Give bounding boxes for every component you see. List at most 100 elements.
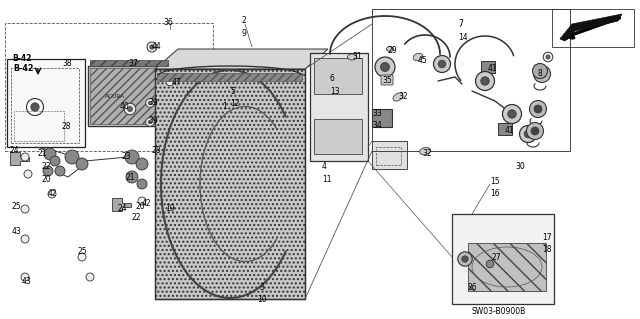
Circle shape xyxy=(527,122,543,139)
Circle shape xyxy=(486,260,494,268)
Text: 38: 38 xyxy=(62,60,72,69)
Circle shape xyxy=(146,99,154,107)
Bar xyxy=(7,59,85,147)
Text: 2: 2 xyxy=(242,17,247,26)
Bar xyxy=(88,66,182,126)
Text: 32: 32 xyxy=(398,93,408,101)
Circle shape xyxy=(44,148,56,160)
Circle shape xyxy=(125,150,139,164)
Circle shape xyxy=(532,63,547,78)
Bar xyxy=(314,119,362,154)
Text: 13: 13 xyxy=(330,86,340,95)
Text: 6: 6 xyxy=(330,75,335,84)
Text: 3: 3 xyxy=(260,283,264,292)
Polygon shape xyxy=(155,49,328,69)
Text: 24: 24 xyxy=(10,146,20,155)
Circle shape xyxy=(458,252,472,266)
Ellipse shape xyxy=(387,47,394,51)
Bar xyxy=(372,9,570,151)
Circle shape xyxy=(24,170,32,178)
Bar xyxy=(498,123,512,135)
Text: 39: 39 xyxy=(148,116,157,125)
Polygon shape xyxy=(155,69,305,299)
Text: 20: 20 xyxy=(42,174,52,183)
Bar xyxy=(90,68,180,124)
Circle shape xyxy=(21,235,29,243)
Text: 20: 20 xyxy=(135,203,145,211)
Text: 22: 22 xyxy=(132,212,141,221)
Circle shape xyxy=(86,273,94,281)
Text: 4: 4 xyxy=(322,162,327,172)
Circle shape xyxy=(438,60,446,68)
Text: SW03-B0900B: SW03-B0900B xyxy=(472,307,526,315)
Bar xyxy=(372,109,392,127)
Circle shape xyxy=(138,197,146,205)
Text: 10: 10 xyxy=(257,294,267,303)
Text: 17: 17 xyxy=(542,233,552,241)
Circle shape xyxy=(76,158,88,170)
Polygon shape xyxy=(10,152,29,165)
Circle shape xyxy=(508,110,516,118)
Circle shape xyxy=(381,63,390,71)
Polygon shape xyxy=(560,14,622,41)
Text: 41: 41 xyxy=(505,127,515,136)
Text: 21: 21 xyxy=(38,150,47,159)
Circle shape xyxy=(433,56,451,72)
Circle shape xyxy=(534,65,550,83)
Text: 41: 41 xyxy=(488,64,498,73)
Circle shape xyxy=(538,70,546,78)
Circle shape xyxy=(124,103,136,115)
Text: 16: 16 xyxy=(490,189,500,198)
Bar xyxy=(11,68,79,143)
Text: 24: 24 xyxy=(118,204,127,213)
Circle shape xyxy=(21,205,29,213)
Circle shape xyxy=(65,150,79,164)
Text: 35: 35 xyxy=(382,77,392,85)
Text: 1: 1 xyxy=(222,102,227,112)
Circle shape xyxy=(531,127,539,135)
Text: 36: 36 xyxy=(163,19,173,27)
Circle shape xyxy=(78,253,86,261)
Text: 27: 27 xyxy=(492,253,502,262)
Text: 43: 43 xyxy=(12,226,22,235)
Bar xyxy=(14,111,64,141)
Bar xyxy=(372,141,407,169)
Circle shape xyxy=(150,45,154,49)
Circle shape xyxy=(147,42,157,52)
Circle shape xyxy=(127,107,132,112)
Text: 28: 28 xyxy=(62,122,72,131)
Circle shape xyxy=(481,77,489,85)
Text: 21: 21 xyxy=(125,173,134,182)
Bar xyxy=(310,53,368,161)
Bar xyxy=(452,214,554,304)
Circle shape xyxy=(476,71,495,91)
Circle shape xyxy=(148,101,152,105)
Circle shape xyxy=(43,166,53,176)
Text: 14: 14 xyxy=(458,33,468,41)
Bar xyxy=(468,243,546,291)
Text: 37: 37 xyxy=(128,60,138,69)
Text: B-42: B-42 xyxy=(13,64,33,73)
Text: 12: 12 xyxy=(230,100,239,108)
Circle shape xyxy=(462,256,468,262)
Circle shape xyxy=(126,171,138,183)
Bar xyxy=(314,58,362,94)
Circle shape xyxy=(543,52,553,62)
Text: 32: 32 xyxy=(422,150,431,159)
Circle shape xyxy=(146,118,154,126)
Text: 33: 33 xyxy=(372,109,381,118)
Ellipse shape xyxy=(348,54,356,60)
Text: 25: 25 xyxy=(12,203,22,211)
Bar xyxy=(376,147,401,165)
FancyBboxPatch shape xyxy=(381,75,393,85)
Bar xyxy=(552,9,634,47)
Text: 25: 25 xyxy=(78,247,88,256)
Circle shape xyxy=(166,78,174,86)
Text: 5: 5 xyxy=(230,86,235,95)
Text: 8: 8 xyxy=(538,70,543,78)
Circle shape xyxy=(520,125,536,143)
Text: B-42: B-42 xyxy=(12,55,31,63)
Circle shape xyxy=(375,57,395,77)
Text: 23: 23 xyxy=(122,152,132,161)
Circle shape xyxy=(21,273,29,281)
